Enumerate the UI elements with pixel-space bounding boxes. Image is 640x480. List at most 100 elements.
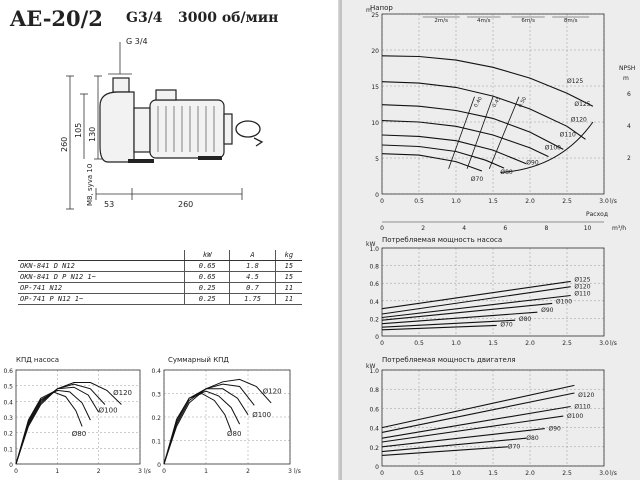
cell-a: 1.8 xyxy=(229,260,276,272)
motor-spec-table: kW A kg OKN-841 D N12 0.65 1.8 15 OKN-84… xyxy=(18,250,302,305)
curve-label: Ø120 xyxy=(578,392,594,399)
curve-label: Ø120 xyxy=(263,388,282,396)
series-line-Ø120 xyxy=(163,378,272,465)
curve-label: Ø110 xyxy=(560,131,576,138)
series-line-Ø70 xyxy=(381,153,483,172)
curve-label: Ø90 xyxy=(526,159,539,166)
velocity-label: 2m/s xyxy=(434,18,448,24)
cell-kg: 15 xyxy=(274,271,302,283)
y-tick-label: 10 xyxy=(371,120,379,127)
curve-label: Ø100 xyxy=(567,413,583,420)
curve-label: Ø80 xyxy=(526,435,539,442)
x-tick-label: 3.0 xyxy=(599,198,609,205)
cell-a: 4.5 xyxy=(229,271,276,283)
series-line-Ø80 xyxy=(381,319,516,328)
y-tick-label: 0 xyxy=(157,462,161,469)
y-axis-unit: m xyxy=(366,7,372,14)
cell-kg: 11 xyxy=(274,282,302,294)
connection-size: G3/4 xyxy=(126,10,163,26)
npsh-curve xyxy=(500,121,594,173)
total-efficiency-chart: 0 1 2 3 0 0.1 0.2 0.3 0.4 Суммарный КПД l/s Ø120 Ø10… xyxy=(151,356,301,475)
cell-model: OKN-841 D N12 xyxy=(18,260,185,272)
efficiency-isoline xyxy=(448,96,475,169)
y-tick-label: 0.1 xyxy=(3,446,13,453)
dim-53-label: 53 xyxy=(104,200,114,209)
y-tick-label: 0.6 xyxy=(369,406,379,413)
cell-kw: 0.25 xyxy=(184,282,230,294)
curve-label: Ø70 xyxy=(500,321,513,328)
cell-kg: 11 xyxy=(274,293,302,305)
dim-inlet-label: G 3/4 xyxy=(126,37,148,46)
y-axis-unit: kW xyxy=(366,241,375,248)
cell-model: OP-741 N12 xyxy=(18,282,185,294)
npsh-tick-label: 4 xyxy=(627,123,631,130)
x2-tick-label: 2 xyxy=(421,225,425,232)
x-tick-label: 0 xyxy=(162,468,166,475)
series-line-Ø125 xyxy=(381,280,571,310)
x-tick-label: 0.5 xyxy=(414,340,424,347)
cell-kw: 0.65 xyxy=(184,260,230,272)
series-line-Ø110 xyxy=(15,383,106,465)
x-tick-label: 1.5 xyxy=(488,470,498,477)
x2-tick-label: 0 xyxy=(380,225,384,232)
table-row: OP-741 N12 0.25 0.7 11 xyxy=(18,282,302,294)
y-tick-label: 0.2 xyxy=(151,415,161,422)
series-line-Ø90 xyxy=(381,428,545,448)
curve-label: Ø120 xyxy=(571,116,587,123)
cell-model: OP-741 P N12 1~ xyxy=(18,293,185,305)
series-line-Ø100 xyxy=(381,415,564,443)
x-axis-unit: l/s xyxy=(610,470,617,477)
dim-260-horizontal-label: 260 xyxy=(178,200,193,209)
y-tick-label: 0.6 xyxy=(3,368,13,375)
series-line-Ø100 xyxy=(381,302,553,321)
x-tick-label: 3 xyxy=(288,468,292,475)
x-tick-label: 3.0 xyxy=(599,470,609,477)
x-tick-label: 0 xyxy=(380,198,384,205)
cell-kg: 15 xyxy=(274,260,302,272)
y-tick-label: 0.8 xyxy=(369,264,379,271)
x-tick-label: 0 xyxy=(14,468,18,475)
dim-suction-label: M8, syva 10 xyxy=(86,164,94,206)
x-tick-label: 2.5 xyxy=(562,198,572,205)
model-title: AE-20/2 xyxy=(10,6,103,31)
series-line-Ø70 xyxy=(381,446,508,456)
series-line-Ø120 xyxy=(381,286,571,315)
x2-tick-label: 8 xyxy=(545,225,549,232)
dim-130-label: 130 xyxy=(88,127,97,142)
head-chart: 0 0.5 1.0 1.5 2.0 2.5 3.00510152025Напорml/sØ1… xyxy=(366,4,635,232)
pump-power-chart: 0 0.5 1.0 1.5 2.0 2.5 3.000.20.40.60.81.0Потре… xyxy=(366,236,617,347)
curve-label: Ø110 xyxy=(574,403,590,410)
x-tick-label: 2.0 xyxy=(525,470,535,477)
x-tick-label: 2 xyxy=(246,468,250,475)
curve-label: Ø70 xyxy=(471,176,484,183)
x2-tick-label: 10 xyxy=(584,225,592,232)
efficiency-label: 0.50 xyxy=(517,96,528,109)
col-header-kg: kg xyxy=(274,250,302,261)
efficiency-label: 0.40 xyxy=(473,96,484,109)
pump-feet xyxy=(128,156,222,163)
plot-frame xyxy=(381,13,605,195)
series-line-Ø90 xyxy=(381,134,527,165)
curve-label: Ø125 xyxy=(574,276,590,283)
y-tick-label: 25 xyxy=(371,12,379,19)
plot-frame xyxy=(381,247,605,337)
plot-frame xyxy=(163,369,291,465)
col-header-a: A xyxy=(229,250,276,261)
npsh-unit: m xyxy=(623,75,629,82)
plot-frame xyxy=(381,369,605,467)
cell-a: 0.7 xyxy=(229,282,276,294)
y-tick-label: 0.4 xyxy=(3,399,13,406)
curve-label: Ø125 xyxy=(567,78,583,85)
x-tick-label: 3.0 xyxy=(599,340,609,347)
velocity-label: 8m/s xyxy=(564,18,578,24)
x-tick-label: 0 xyxy=(380,340,384,347)
curve-label: Ø80 xyxy=(227,430,241,438)
curve-label: Ø120 xyxy=(113,389,132,397)
motor-power-chart: 0 0.5 1.0 1.5 2.0 2.5 3.000.20.40.60.81.0Потре… xyxy=(366,356,617,477)
series-line-Ø125 xyxy=(381,55,594,107)
x-axis-unit: l/s xyxy=(294,468,301,475)
series-line-Ø80 xyxy=(163,392,232,465)
efficiency-label: 0.45 xyxy=(492,96,503,109)
x2-tick-label: 4 xyxy=(462,225,466,232)
